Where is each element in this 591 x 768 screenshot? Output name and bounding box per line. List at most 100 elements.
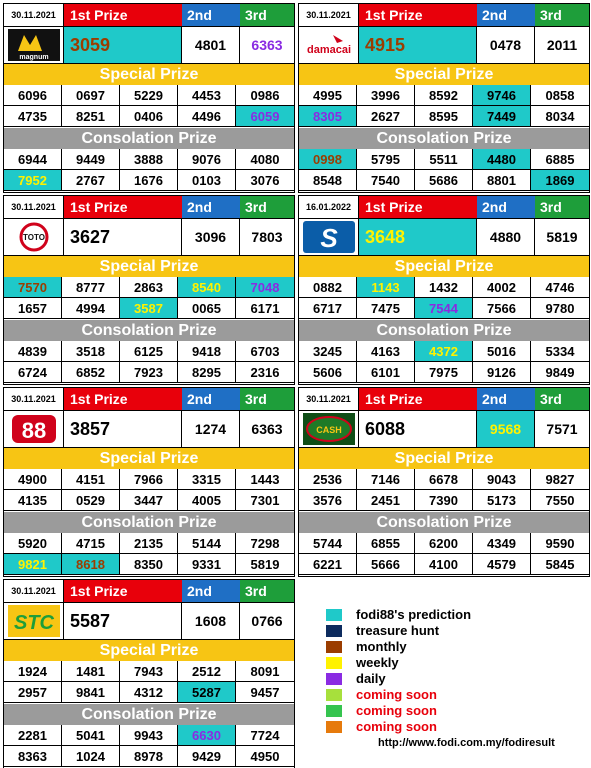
- prize-number-cell: 2767: [62, 170, 120, 191]
- second-prize-number: 1274: [182, 411, 240, 447]
- legend-label: coming soon: [356, 703, 437, 718]
- consolation-prize-numbers: 5744 6855 6200 4349 9590 6221 5666 4100 4579 5845: [299, 533, 589, 576]
- legend-label: coming soon: [356, 719, 437, 734]
- prize-number-cell: 6724: [4, 362, 62, 383]
- legend-swatch: [326, 641, 342, 653]
- special-prize-heading: Special Prize: [4, 640, 294, 661]
- second-prize-label: 2nd: [477, 388, 535, 410]
- prize-number-cell: 4839: [4, 341, 62, 362]
- prize-number-cell: 4312: [120, 682, 178, 703]
- prize-number-cell: 0697: [62, 85, 120, 106]
- first-prize-number: 3648: [359, 219, 477, 255]
- legend-item: monthly: [326, 639, 526, 655]
- first-prize-label: 1st Prize: [359, 4, 477, 26]
- prize-number-cell: 7298: [236, 533, 294, 554]
- prize-number-cell: 8540: [178, 277, 236, 298]
- legend-label: daily: [356, 671, 386, 686]
- first-prize-label: 1st Prize: [64, 580, 182, 602]
- prize-number-cell: 8363: [4, 746, 62, 767]
- prize-number-cell: 8595: [415, 106, 473, 127]
- prize-number-cell: 4163: [357, 341, 415, 362]
- top-prizes-row: CASH 6088 9568 7571: [299, 410, 589, 448]
- svg-text:88: 88: [21, 418, 45, 443]
- stc-logo: STC: [4, 603, 64, 639]
- first-prize-label: 1st Prize: [359, 196, 477, 218]
- consolation-prize-heading: Consolation Prize: [4, 128, 294, 149]
- prize-number-cell: 7449: [473, 106, 531, 127]
- prize-number-cell: 9841: [62, 682, 120, 703]
- legend-label: fodi88's prediction: [356, 607, 472, 622]
- prize-number-cell: 9418: [178, 341, 236, 362]
- consolation-prize-heading: Consolation Prize: [299, 512, 589, 533]
- prize-number-cell: 6855: [357, 533, 415, 554]
- svg-text:STC: STC: [14, 612, 55, 634]
- first-prize-label: 1st Prize: [64, 4, 182, 26]
- legend-item: coming soon: [326, 703, 526, 719]
- special-prize-numbers: 2536 7146 6678 9043 9827 3576 2451 7390 5173 7550: [299, 469, 589, 512]
- top-prizes-row: STC 5587 1608 0766: [4, 602, 294, 640]
- prize-number-cell: 4080: [236, 149, 294, 170]
- prize-number-cell: 4372: [415, 341, 473, 362]
- special-prize-heading: Special Prize: [299, 64, 589, 85]
- special-prize-numbers: 4900 4151 7966 3315 1443 4135 0529 3447 4005 7301: [4, 469, 294, 512]
- prize-number-cell: 9076: [178, 149, 236, 170]
- 88-logo: 88: [4, 411, 64, 447]
- prize-number-cell: 9126: [473, 362, 531, 383]
- prize-number-cell: 5920: [4, 533, 62, 554]
- prize-number-cell: 7540: [357, 170, 415, 191]
- cash-logo: CASH: [299, 411, 359, 447]
- special-prize-numbers: 7570 8777 2863 8540 7048 1657 4994 3587 0065 6171: [4, 277, 294, 320]
- second-prize-number: 1608: [182, 603, 240, 639]
- special-prize-heading: Special Prize: [299, 256, 589, 277]
- prize-number-cell: 5144: [178, 533, 236, 554]
- result-panel-cashsweep: 30.11.2021 1st Prize 2nd 3rd CASH 6088 9568 757…: [298, 387, 590, 577]
- prize-number-cell: 9943: [120, 725, 178, 746]
- prize-number-cell: 5606: [299, 362, 357, 383]
- legend-swatch: [326, 705, 342, 717]
- legend: fodi88's prediction treasure hunt monthly w…: [326, 607, 526, 735]
- panel-header: 16.01.2022 1st Prize 2nd 3rd: [299, 196, 589, 218]
- third-prize-number: 0766: [251, 613, 283, 629]
- second-prize-label: 2nd: [182, 388, 240, 410]
- third-prize-label: 3rd: [240, 196, 294, 218]
- first-prize-number: 4915: [359, 27, 477, 63]
- prize-number-cell: 4453: [178, 85, 236, 106]
- prize-number-cell: 1143: [357, 277, 415, 298]
- prize-number-cell: 7146: [357, 469, 415, 490]
- prize-number-cell: 7966: [120, 469, 178, 490]
- third-prize-label: 3rd: [240, 4, 294, 26]
- prize-number-cell: 8592: [415, 85, 473, 106]
- prize-number-cell: 4746: [531, 277, 589, 298]
- special-prize-heading: Special Prize: [4, 448, 294, 469]
- prize-number-cell: 4735: [4, 106, 62, 127]
- legend-item: fodi88's prediction: [326, 607, 526, 623]
- prize-number-cell: 9429: [178, 746, 236, 767]
- prize-number-cell: 3315: [178, 469, 236, 490]
- second-prize-number: 4801: [182, 27, 240, 63]
- prize-number-cell: 8777: [62, 277, 120, 298]
- second-prize-number: 9568: [477, 411, 535, 447]
- source-url[interactable]: http://www.fodi.com.my/fodiresult: [378, 737, 555, 749]
- consolation-prize-numbers: 3245 4163 4372 5016 5334 5606 6101 7975 9126 9849: [299, 341, 589, 384]
- prize-number-cell: 4151: [62, 469, 120, 490]
- legend-swatch: [326, 657, 342, 669]
- prize-number-cell: 4496: [178, 106, 236, 127]
- result-panel-sabah: 16.01.2022 1st Prize 2nd 3rd S 3648 4880 5819 Sp…: [298, 195, 590, 385]
- prize-number-cell: 5845: [531, 554, 589, 575]
- prize-number-cell: 0986: [236, 85, 294, 106]
- prize-number-cell: 2627: [357, 106, 415, 127]
- legend-label: monthly: [356, 639, 407, 654]
- prize-number-cell: 5744: [299, 533, 357, 554]
- prize-number-cell: 4005: [178, 490, 236, 511]
- prize-number-cell: 5041: [62, 725, 120, 746]
- damacai-logo: damacai: [299, 27, 359, 63]
- legend-item: coming soon: [326, 687, 526, 703]
- draw-date: 30.11.2021: [4, 580, 64, 602]
- toto-logo: TOTO: [4, 219, 64, 255]
- prize-number-cell: 7724: [236, 725, 294, 746]
- prize-number-cell: 8350: [120, 554, 178, 575]
- svg-text:magnum: magnum: [19, 54, 48, 61]
- draw-date: 30.11.2021: [4, 4, 64, 26]
- consolation-prize-numbers: 4839 3518 6125 9418 6703 6724 6852 7923 8295 2316: [4, 341, 294, 384]
- prize-number-cell: 9043: [473, 469, 531, 490]
